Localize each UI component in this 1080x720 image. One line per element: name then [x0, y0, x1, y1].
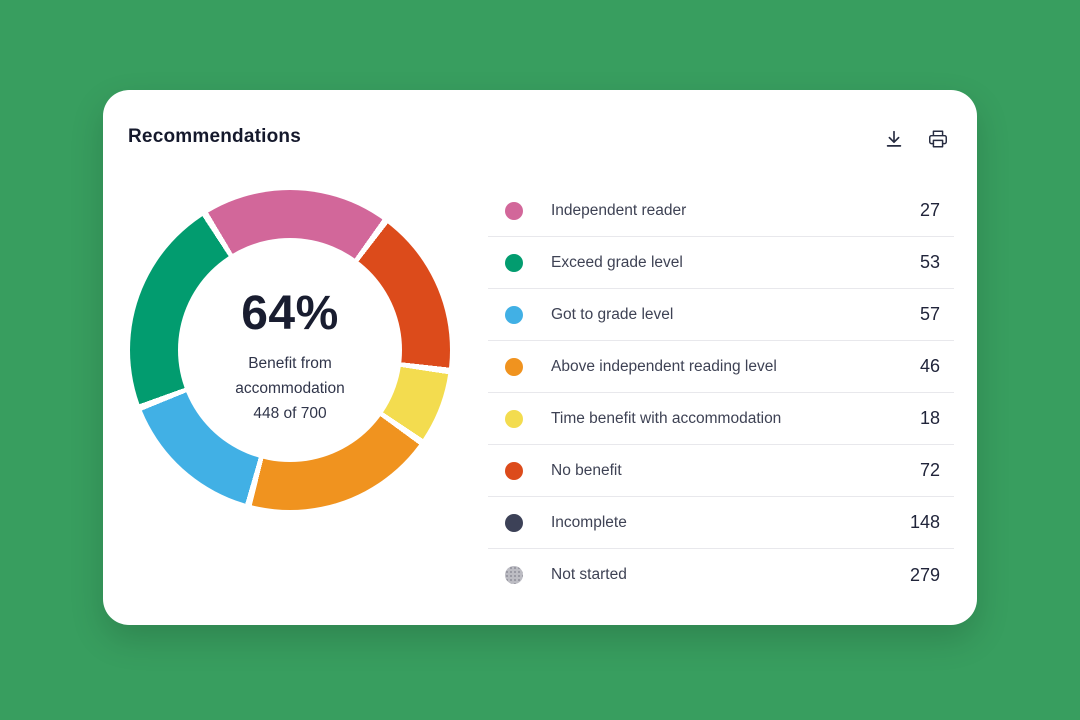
- legend-label: No benefit: [551, 461, 622, 479]
- legend-value: 46: [919, 356, 940, 376]
- legend-color-dot: [505, 305, 523, 324]
- legend-color-dot: [505, 566, 523, 584]
- legend-color-dot: [505, 357, 523, 376]
- legend-color-dot: [505, 201, 523, 220]
- legend-row: Exceed grade level 53: [488, 237, 954, 289]
- legend-value: 72: [919, 460, 940, 480]
- print-icon: [929, 130, 947, 148]
- legend-value: 57: [919, 304, 940, 324]
- legend-color-dot: [505, 409, 523, 428]
- legend-value: 279: [909, 564, 940, 585]
- legend-row: Not started 279: [488, 549, 954, 601]
- download-icon: [886, 130, 902, 147]
- donut-center: 64% Benefit from accommodation 448 of 70…: [178, 238, 402, 462]
- download-button[interactable]: [881, 126, 907, 152]
- legend-row: Independent reader 27: [488, 185, 954, 237]
- legend-value: 27: [919, 200, 940, 220]
- legend-row: No benefit 72: [488, 445, 954, 497]
- legend-list: Independent reader 27 Exceed grade level 53…: [488, 185, 954, 601]
- donut-caption-line3: 448 of 700: [253, 405, 327, 422]
- legend-color-dot: [505, 461, 523, 480]
- legend-row: Above independent reading level 46: [488, 341, 954, 393]
- toolbar: [881, 126, 951, 152]
- legend-row: Time benefit with accommodation 18: [488, 393, 954, 445]
- legend-label: Incomplete: [551, 513, 627, 531]
- legend-label: Exceed grade level: [551, 253, 683, 271]
- legend-color-dot: [505, 253, 523, 272]
- donut-caption-line1: Benefit from: [248, 355, 332, 372]
- legend-label: Independent reader: [551, 201, 687, 219]
- legend-value: 53: [919, 252, 940, 272]
- donut-chart: 64% Benefit from accommodation 448 of 70…: [130, 190, 450, 510]
- donut-caption-line2: accommodation: [235, 380, 345, 397]
- legend-label: Not started: [551, 566, 627, 583]
- legend-value: 18: [919, 408, 940, 428]
- print-button[interactable]: [925, 126, 951, 152]
- legend-row: Got to grade level 57: [488, 289, 954, 341]
- recommendations-card: Recommendations 64% Ben: [103, 90, 977, 625]
- legend-label: Got to grade level: [551, 305, 674, 323]
- legend-row: Incomplete 148: [488, 497, 954, 549]
- legend-label: Above independent reading level: [551, 357, 777, 375]
- legend-color-dot: [505, 513, 523, 532]
- donut-percent: 64%: [241, 287, 339, 340]
- legend-value: 148: [909, 512, 940, 532]
- card-title: Recommendations: [128, 126, 301, 147]
- legend-label: Time benefit with accommodation: [551, 409, 782, 427]
